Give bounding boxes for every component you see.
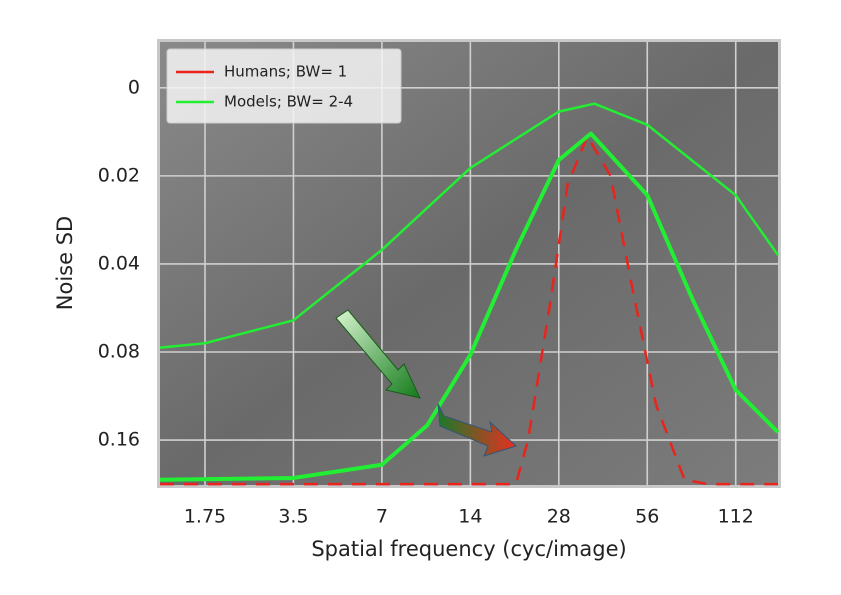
x-axis-label: Spatial frequency (cyc/image) bbox=[311, 537, 626, 561]
legend-label: Models; BW= 2-4 bbox=[224, 93, 353, 111]
arrow bbox=[437, 403, 517, 457]
x-tick-label: 7 bbox=[376, 506, 388, 528]
y-tick-label: 0.08 bbox=[98, 341, 140, 363]
legend-box bbox=[166, 48, 402, 124]
x-tick-label: 56 bbox=[635, 506, 659, 528]
curves bbox=[159, 102, 780, 486]
y-tick-label: 0.02 bbox=[98, 164, 140, 186]
data-line bbox=[159, 102, 780, 349]
legend-label: Humans; BW= 1 bbox=[224, 63, 347, 81]
y-axis-label: Noise SD bbox=[53, 216, 77, 310]
x-tick-label: 28 bbox=[547, 506, 571, 528]
arrow bbox=[335, 309, 421, 399]
x-tick-label: 14 bbox=[458, 506, 482, 528]
y-tick-label: 0.16 bbox=[98, 429, 140, 451]
x-tick-label: 1.75 bbox=[184, 506, 226, 528]
legend: Humans; BW= 1 Models; BW= 2-4 bbox=[176, 63, 353, 111]
x-tick-label: 3.5 bbox=[278, 506, 308, 528]
y-tick-label: 0 bbox=[128, 76, 140, 98]
y-tick-label: 0.04 bbox=[98, 252, 140, 274]
data-line bbox=[159, 131, 780, 482]
x-tick-label: 112 bbox=[718, 506, 754, 528]
